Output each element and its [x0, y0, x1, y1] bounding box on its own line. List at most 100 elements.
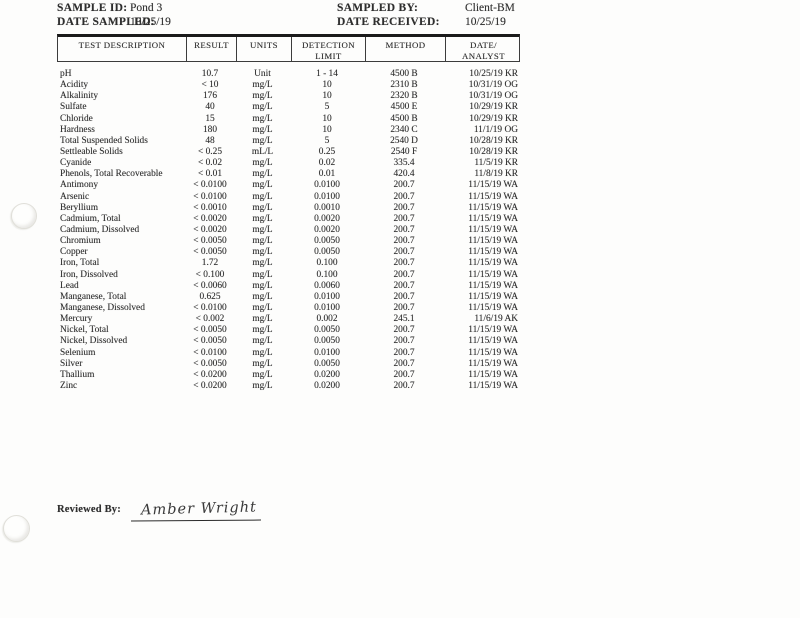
- table-row: Beryllium < 0.0010 mg/L 0.0010 200.7 11/15/19…: [57, 203, 520, 214]
- table-cell: mg/L: [252, 224, 273, 235]
- table-row: Iron, Dissolved < 0.100 mg/L 0.100 200.7 11/1…: [57, 270, 520, 281]
- table-cell: 10: [322, 91, 332, 102]
- table-cell: mg/L: [252, 213, 273, 224]
- table-row: Settleable Solids < 0.25 mL/L 0.25 2540 F 10/…: [57, 147, 520, 158]
- table-cell: Cadmium, Dissolved: [60, 224, 140, 235]
- signature-text: Amber Wright: [140, 499, 258, 519]
- table-cell: < 0.002: [195, 314, 225, 325]
- column-header: METHOD: [365, 37, 445, 61]
- table-cell: 11/15/19 WA: [468, 213, 518, 224]
- table-cell: < 0.0100: [193, 302, 227, 313]
- table-cell: Arsenic: [60, 191, 90, 202]
- reviewed-by-label: Reviewed By:: [57, 504, 121, 515]
- table-cell: 245.1: [393, 314, 415, 325]
- table-cell: Settleable Solids: [60, 146, 123, 157]
- table-row: Cyanide < 0.02 mg/L 0.02 335.4 11/5/19 KR: [57, 158, 520, 169]
- column-header: RESULT: [186, 37, 236, 61]
- table-row: Hardness 180 mg/L 10 2340 C 11/1/19 OG: [57, 125, 520, 136]
- table-cell: 200.7: [393, 236, 415, 247]
- table-cell: Hardness: [60, 124, 95, 135]
- table-cell: 11/15/19 WA: [468, 369, 518, 380]
- table-cell: Phenols, Total Recoverable: [60, 169, 163, 180]
- table-cell: mg/L: [252, 191, 273, 202]
- table-cell: 0.0050: [314, 247, 340, 258]
- table-cell: Mercury: [60, 314, 93, 325]
- table-row: Antimony < 0.0100 mg/L 0.0100 200.7 11/15/19 …: [57, 180, 520, 191]
- table-cell: mg/L: [252, 369, 273, 380]
- table-cell: < 0.0050: [193, 358, 227, 369]
- table-cell: 420.4: [393, 169, 415, 180]
- table-cell: 11/15/19 WA: [468, 180, 518, 191]
- table-cell: 10/28/19 KR: [469, 135, 518, 146]
- table-row: Alkalinity 176 mg/L 10 2320 B 10/31/19 OG: [57, 91, 520, 102]
- table-cell: mg/L: [252, 258, 273, 269]
- table-row: Thallium < 0.0200 mg/L 0.0200 200.7 11/15/19 …: [57, 370, 520, 381]
- table-cell: mg/L: [252, 113, 273, 124]
- table-cell: 0.25: [318, 146, 336, 157]
- table-cell: < 0.0100: [193, 180, 227, 191]
- table-cell: 200.7: [393, 325, 415, 336]
- table-cell: 0.0100: [314, 180, 340, 191]
- table-cell: Manganese, Total: [60, 291, 127, 302]
- table-cell: 200.7: [393, 347, 415, 358]
- table-cell: Acidity: [60, 80, 89, 91]
- table-row: Zinc < 0.0200 mg/L 0.0200 200.7 11/15/19 WA: [57, 381, 520, 392]
- table-cell: 48: [205, 135, 215, 146]
- table-row: Arsenic < 0.0100 mg/L 0.0100 200.7 11/15/19 W…: [57, 192, 520, 203]
- table-row: Phenols, Total Recoverable < 0.01 mg/L 0.01…: [57, 169, 520, 180]
- table-cell: < 0.0010: [193, 202, 227, 213]
- table-cell: < 0.0050: [193, 325, 227, 336]
- table-cell: mg/L: [252, 325, 273, 336]
- table-row: Copper < 0.0050 mg/L 0.0050 200.7 11/15/19 WA: [57, 247, 520, 258]
- table-cell: mL/L: [251, 146, 274, 157]
- table-row: Nickel, Total < 0.0050 mg/L 0.0050 200.7 11/1…: [57, 325, 520, 336]
- date-received-value: 10/25/19: [465, 16, 506, 28]
- table-cell: 0.0200: [314, 380, 340, 391]
- table-row: Selenium < 0.0100 mg/L 0.0100 200.7 11/15/19 …: [57, 348, 520, 359]
- table-cell: 0.0200: [314, 369, 340, 380]
- table-cell: 11/15/19 WA: [468, 280, 518, 291]
- table-cell: 200.7: [393, 280, 415, 291]
- table-row: Manganese, Dissolved < 0.0100 mg/L 0.0100 20…: [57, 303, 520, 314]
- table-cell: 11/15/19 WA: [468, 191, 518, 202]
- table-cell: 11/8/19 KR: [474, 169, 518, 180]
- table-row: Lead < 0.0060 mg/L 0.0060 200.7 11/15/19 WA: [57, 281, 520, 292]
- table-cell: 200.7: [393, 258, 415, 269]
- table-cell: 0.0010: [314, 202, 340, 213]
- date-sampled-value: 10/25/19: [130, 16, 171, 28]
- table-cell: 180: [202, 124, 218, 135]
- table-cell: Cyanide: [60, 158, 92, 169]
- table-row: Mercury < 0.002 mg/L 0.002 245.1 11/6/19 AK: [57, 314, 520, 325]
- signature-line: [130, 519, 262, 522]
- table-cell: 10/29/19 KR: [469, 113, 518, 124]
- table-cell: 10/31/19 OG: [468, 80, 518, 91]
- table-cell: 11/15/19 WA: [468, 258, 518, 269]
- table-row: Manganese, Total 0.625 mg/L 0.0100 200.7 11/1…: [57, 292, 520, 303]
- table-row: Chloride 15 mg/L 10 4500 B 10/29/19 KR: [57, 114, 520, 125]
- table-cell: mg/L: [252, 135, 273, 146]
- table-cell: 11/6/19 AK: [474, 314, 518, 325]
- table-cell: 200.7: [393, 336, 415, 347]
- table-cell: Copper: [60, 247, 88, 258]
- table-cell: 11/15/19 WA: [468, 358, 518, 369]
- date-sampled-label: DATE SAMPLED:: [57, 16, 155, 28]
- table-cell: 1.72: [201, 258, 219, 269]
- table-cell: < 0.0050: [193, 247, 227, 258]
- table-cell: 0.0100: [314, 191, 340, 202]
- table-cell: 10/25/19 KR: [469, 69, 518, 79]
- results-table-header: TEST DESCRIPTION RESULT UNITS DETECTION LIM…: [57, 34, 520, 62]
- hole-punch-top-icon: [11, 203, 37, 229]
- table-cell: 5: [324, 135, 330, 146]
- column-header: UNITS: [236, 37, 291, 61]
- table-cell: Selenium: [60, 347, 96, 358]
- table-cell: 10/31/19 OG: [468, 91, 518, 102]
- table-cell: 11/15/19 WA: [468, 336, 518, 347]
- table-cell: 2540 F: [390, 146, 418, 157]
- table-cell: Unit: [254, 69, 271, 79]
- table-cell: 10/28/19 KR: [469, 146, 518, 157]
- table-cell: 10: [322, 113, 332, 124]
- table-cell: Silver: [60, 358, 83, 369]
- table-cell: 11/15/19 WA: [468, 325, 518, 336]
- table-cell: 4500 B: [390, 113, 418, 124]
